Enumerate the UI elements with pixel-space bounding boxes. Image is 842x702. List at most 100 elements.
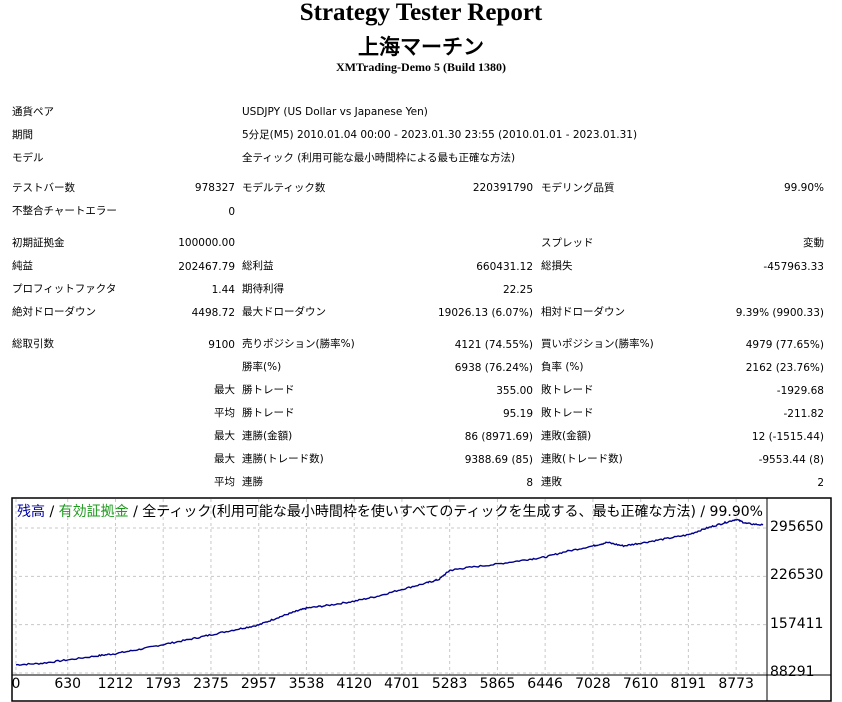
- ticks-value: 220391790: [472, 182, 533, 194]
- max-prefix-2: 最大: [214, 430, 235, 442]
- net-profit-label: 純益: [12, 260, 33, 272]
- symbol-label: 通貨ペア: [12, 106, 54, 118]
- avg-loss-value: -211.82: [783, 408, 824, 420]
- x-tick-label: 2375: [193, 676, 229, 692]
- consec-loss-amount-value: 12 (-1515.44): [751, 431, 824, 443]
- consec-win-count-value: 9388.69 (85): [464, 454, 533, 466]
- mismatch-label: 不整合チャートエラー: [12, 205, 117, 217]
- x-tick-label: 4120: [336, 676, 373, 692]
- y-tick-label: 295650: [770, 519, 824, 535]
- legend-equity: 有効証拠金: [58, 504, 129, 520]
- y-tick-label: 157411: [770, 615, 824, 632]
- loss-rate-value: 2162 (23.76%): [745, 362, 824, 374]
- x-tick-label: 7610: [622, 676, 659, 692]
- bars-label: テストバー数: [12, 182, 75, 194]
- mismatch-value: 0: [228, 206, 235, 218]
- max-loss-label: 敗トレード: [541, 384, 594, 396]
- rel-drawdown-label: 相対ドローダウン: [541, 306, 625, 318]
- net-profit-value: 202467.79: [178, 261, 235, 273]
- bars-value: 978327: [194, 182, 235, 194]
- avg-prefix-1: 平均: [214, 407, 235, 419]
- max-drawdown-value: 19026.13 (6.07%): [438, 307, 533, 319]
- server-build: XMTrading-Demo 5 (Build 1380): [335, 60, 507, 74]
- x-tick-label: 630: [54, 676, 82, 692]
- consec-win-amount-label: 連勝(金額): [242, 430, 293, 442]
- abs-drawdown-value: 4498.72: [191, 307, 235, 319]
- total-trades-label: 総取引数: [12, 338, 54, 350]
- series-line-balance: [15, 518, 764, 666]
- x-tick-label: 5283: [431, 676, 468, 692]
- avg-consec-win-label: 連勝: [242, 476, 263, 488]
- avg-loss-label: 敗トレード: [541, 407, 594, 419]
- rel-drawdown-value: 9.39% (9900.33): [735, 307, 824, 319]
- legend-rest: / 全ティック(利用可能な最小時間枠を使いすべてのティックを生成する、最も正確な…: [128, 504, 763, 520]
- max-drawdown-label: 最大ドローダウン: [242, 306, 326, 318]
- win-rate-label: 勝率(%): [242, 361, 282, 373]
- gross-profit-value: 660431.12: [476, 261, 533, 273]
- max-win-value: 355.00: [496, 385, 533, 397]
- spread-label: スプレッド: [541, 237, 594, 249]
- avg-consec-loss-value: 2: [817, 477, 824, 489]
- avg-consec-loss-label: 連敗: [541, 476, 562, 488]
- model-value: 全ティック (利用可能な最小時間枠による最も正確な方法): [242, 152, 516, 164]
- chart-border: [11, 497, 832, 702]
- x-tick-label: 2957: [240, 676, 277, 692]
- avg-win-value: 95.19: [502, 408, 533, 420]
- gross-profit-label: 総利益: [242, 260, 274, 272]
- model-label: モデル: [12, 152, 44, 164]
- profit-factor-label: プロフィットファクタ: [12, 283, 117, 295]
- x-tick-label: 0: [11, 676, 21, 692]
- report-title: Strategy Tester Report: [299, 0, 543, 26]
- max-prefix-3: 最大: [214, 453, 235, 465]
- profit-factor-value: 1.44: [211, 284, 235, 296]
- gross-loss-label: 総損失: [541, 260, 573, 272]
- short-positions-value: 4121 (74.55%): [454, 339, 533, 351]
- x-tick-label: 8773: [718, 676, 754, 692]
- avg-win-label: 勝トレード: [242, 407, 295, 419]
- chart-series: [15, 518, 764, 666]
- expected-payoff-label: 期待利得: [242, 283, 284, 295]
- win-rate-value: 6938 (76.24%): [454, 362, 533, 374]
- loss-rate-label: 負率 (%): [541, 361, 584, 373]
- ticks-label: モデルティック数: [242, 182, 326, 194]
- chart-legend: 残高 / 有効証拠金 / 全ティック(利用可能な最小時間枠を使いすべてのティック…: [17, 501, 763, 521]
- deposit-label: 初期証拠金: [12, 237, 65, 249]
- short-positions-label: 売りポジション(勝率%): [242, 338, 355, 350]
- x-tick-label: 8191: [670, 676, 707, 692]
- quality-label: モデリング品質: [541, 182, 615, 194]
- symbol-value: USDJPY (US Dollar vs Japanese Yen): [242, 106, 428, 118]
- consec-win-count-label: 連勝(トレード数): [242, 453, 324, 465]
- total-trades-value: 9100: [208, 339, 235, 351]
- expert-name: 上海マーチン: [358, 35, 484, 59]
- max-win-label: 勝トレード: [242, 384, 295, 396]
- long-positions-value: 4979 (77.65%): [745, 339, 824, 351]
- avg-prefix-2: 平均: [214, 476, 235, 488]
- x-tick-label: 6446: [527, 676, 563, 692]
- period-value: 5分足(M5) 2010.01.04 00:00 - 2023.01.30 23…: [242, 129, 638, 141]
- legend-sep: /: [45, 504, 59, 520]
- x-tick-label: 5865: [479, 676, 516, 692]
- quality-value: 99.90%: [783, 182, 824, 194]
- consec-loss-amount-label: 連敗(金額): [541, 430, 592, 442]
- long-positions-label: 買いポジション(勝率%): [541, 338, 654, 350]
- y-tick-label: 88291: [770, 664, 815, 680]
- deposit-value: 100000.00: [178, 237, 235, 249]
- avg-consec-win-value: 8: [526, 477, 533, 489]
- x-tick-label: 1212: [97, 676, 134, 692]
- consec-loss-count-label: 連敗(トレード数): [541, 453, 623, 465]
- y-tick-label: 226530: [770, 567, 824, 584]
- max-loss-value: -1929.68: [776, 385, 824, 397]
- gross-loss-value: -457963.33: [763, 261, 824, 273]
- x-tick-label: 3538: [288, 676, 325, 692]
- consec-win-amount-value: 86 (8971.69): [464, 431, 533, 443]
- x-tick-label: 1793: [145, 676, 181, 692]
- consec-loss-count-value: -9553.44 (8): [758, 454, 824, 466]
- x-tick-label: 4701: [384, 676, 420, 692]
- x-tick-label: 7028: [575, 676, 611, 692]
- legend-balance: 残高: [17, 504, 45, 520]
- balance-chart: [11, 497, 832, 702]
- spread-value: 変動: [803, 237, 824, 249]
- max-prefix-1: 最大: [214, 384, 235, 396]
- period-label: 期間: [12, 129, 33, 141]
- abs-drawdown-label: 絶対ドローダウン: [12, 306, 96, 318]
